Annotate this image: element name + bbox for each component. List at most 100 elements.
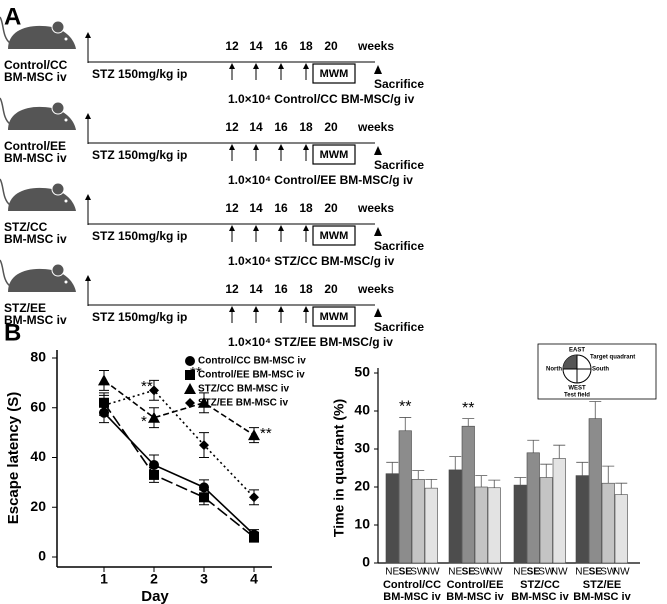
bar bbox=[575, 475, 589, 564]
injection-arrow-head bbox=[303, 225, 309, 231]
mouse-eye bbox=[64, 118, 68, 122]
legend-label: Control/EE BM-MSC iv bbox=[198, 370, 305, 381]
y-tick-label: 10 bbox=[354, 516, 370, 532]
group-label: STZ/EE bbox=[583, 579, 622, 591]
week-label: 14 bbox=[249, 39, 263, 53]
significance: ** bbox=[462, 400, 474, 417]
week-label: 18 bbox=[299, 282, 313, 296]
week-label: 20 bbox=[324, 120, 338, 134]
unit-label: weeks bbox=[357, 120, 394, 134]
injection-arrow-head bbox=[278, 63, 284, 69]
mouse-body bbox=[8, 268, 76, 292]
error-bar bbox=[553, 444, 566, 459]
quadrant-label: SE bbox=[462, 567, 476, 578]
unit-label: weeks bbox=[357, 201, 394, 215]
quadrant-label: SW bbox=[410, 567, 427, 578]
inset-label: Test field bbox=[564, 393, 590, 399]
injection-arrow-head bbox=[278, 144, 284, 150]
error-bar bbox=[576, 461, 589, 476]
treatment: STZ 150mg/kg ip bbox=[92, 229, 187, 243]
mouse-tail bbox=[0, 97, 11, 125]
error-bar bbox=[615, 482, 628, 495]
week-label: 12 bbox=[225, 282, 239, 296]
injection-arrow-head bbox=[229, 144, 235, 150]
injection-arrow-head bbox=[278, 225, 284, 231]
point bbox=[99, 400, 109, 411]
quadrant-label: SW bbox=[600, 567, 617, 578]
error-bar bbox=[462, 418, 475, 427]
legend-label: STZ/CC BM-MSC iv bbox=[198, 384, 290, 395]
quadrant-label: NW bbox=[486, 567, 503, 578]
series-line bbox=[103, 379, 255, 436]
bar bbox=[487, 487, 501, 564]
stz-arrow-head bbox=[85, 32, 91, 38]
significance: * bbox=[141, 413, 147, 430]
legend-label: Control/CC BM-MSC iv bbox=[198, 356, 306, 367]
legend-marker bbox=[185, 356, 195, 366]
treatment: STZ 150mg/kg ip bbox=[92, 67, 187, 81]
mwm-box bbox=[312, 306, 356, 327]
injection-label: 1.0×10⁴ STZ/CC BM-MSC/g iv bbox=[228, 254, 395, 268]
bar bbox=[552, 458, 566, 564]
week-label: 14 bbox=[249, 282, 263, 296]
significance: ** bbox=[260, 425, 272, 442]
point bbox=[149, 385, 159, 396]
quadrant-label: NW bbox=[423, 567, 440, 578]
y-tick-label: 0 bbox=[362, 554, 370, 570]
bar bbox=[461, 425, 475, 564]
injection-label: 1.0×10⁴ Control/EE BM-MSC/g iv bbox=[228, 173, 413, 187]
point bbox=[249, 532, 259, 543]
series-line bbox=[103, 389, 255, 498]
group-label: BM-MSC iv bbox=[511, 591, 569, 603]
injection-arrow-head bbox=[303, 144, 309, 150]
mouse-eye bbox=[64, 199, 68, 203]
y-tick-label: 30 bbox=[354, 440, 370, 456]
point bbox=[199, 492, 209, 503]
group-label: BM-MSC iv bbox=[4, 232, 67, 246]
group-label: BM-MSC iv bbox=[4, 70, 67, 84]
sacrifice-label: Sacrifice bbox=[374, 158, 424, 172]
y-axis-label: Escape latency (S) bbox=[5, 392, 22, 525]
stz-arrow-head bbox=[85, 194, 91, 200]
bar bbox=[601, 482, 615, 564]
error-bar bbox=[399, 417, 412, 431]
error-bar bbox=[602, 465, 615, 484]
mouse-ear bbox=[51, 20, 65, 34]
error-bar bbox=[514, 477, 527, 486]
y-tick-label: 40 bbox=[30, 448, 46, 464]
y-tick-label: 40 bbox=[354, 402, 370, 418]
point bbox=[149, 469, 159, 480]
quadrant-label: NW bbox=[613, 567, 630, 578]
mwm-label: MWM bbox=[320, 230, 349, 242]
mwm-label: MWM bbox=[320, 149, 349, 161]
bar bbox=[513, 484, 527, 564]
inset-cross bbox=[563, 355, 591, 383]
group-label: BM-MSC iv bbox=[4, 313, 67, 327]
y-tick-label: 20 bbox=[354, 478, 370, 494]
bar bbox=[474, 486, 488, 564]
unit-label: weeks bbox=[357, 39, 394, 53]
quadrant-label: NW bbox=[551, 567, 568, 578]
inset-label: South bbox=[592, 367, 609, 373]
inset-label: North bbox=[546, 367, 562, 373]
week-label: 20 bbox=[324, 282, 338, 296]
week-label: 12 bbox=[225, 39, 239, 53]
quadrant-label: NE bbox=[448, 567, 462, 578]
point bbox=[248, 429, 260, 441]
week-label: 20 bbox=[324, 201, 338, 215]
error-bar bbox=[475, 475, 488, 487]
sacrifice-marker bbox=[374, 146, 382, 155]
inset-target bbox=[563, 355, 577, 369]
injection-arrow-head bbox=[253, 225, 259, 231]
group-label: STZ/EE bbox=[4, 301, 46, 315]
mwm-box bbox=[312, 144, 356, 165]
quadrant-label: SE bbox=[527, 567, 541, 578]
injection-arrow-head bbox=[303, 306, 309, 312]
legend-marker bbox=[185, 398, 195, 408]
week-label: 14 bbox=[249, 201, 263, 215]
mouse-eye bbox=[64, 280, 68, 284]
y-tick-label: 80 bbox=[30, 349, 46, 365]
injection-arrow-head bbox=[229, 225, 235, 231]
point bbox=[198, 396, 210, 408]
week-label: 18 bbox=[299, 39, 313, 53]
